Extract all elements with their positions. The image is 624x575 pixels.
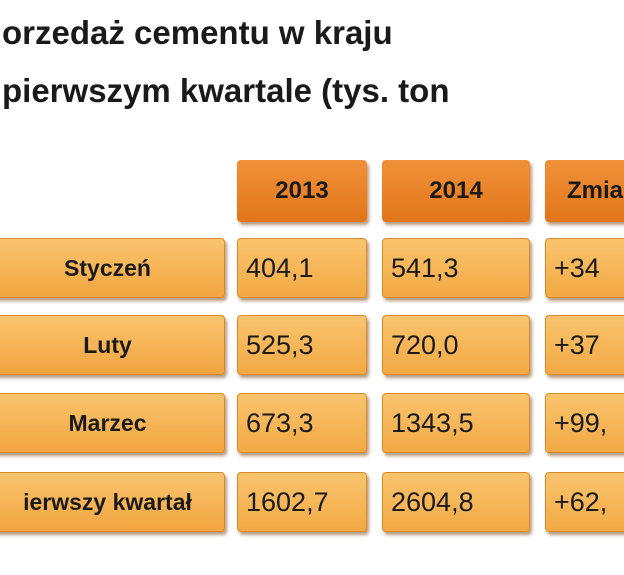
row-label: Styczeń bbox=[0, 238, 225, 298]
table-cell: 525,3 bbox=[237, 315, 367, 375]
table-cell: 404,1 bbox=[237, 238, 367, 298]
table-cell: +34 bbox=[545, 238, 624, 298]
table-cell: 541,3 bbox=[382, 238, 530, 298]
row-label: Marzec bbox=[0, 393, 225, 453]
row-label: Luty bbox=[0, 315, 225, 375]
table-cell: 1343,5 bbox=[382, 393, 530, 453]
title: pierwszym kwartale (tys. ton bbox=[2, 72, 450, 109]
column-header: 2014 bbox=[382, 160, 530, 222]
table-cell: +37 bbox=[545, 315, 624, 375]
title: orzedaż cementu w kraju bbox=[2, 14, 393, 51]
table-cell: +99, bbox=[545, 393, 624, 453]
column-header: Zmia bbox=[545, 160, 624, 222]
table-cell: 720,0 bbox=[382, 315, 530, 375]
table-cell: 673,3 bbox=[237, 393, 367, 453]
table-cell: +62, bbox=[545, 472, 624, 532]
row-label: ierwszy kwartał bbox=[0, 472, 225, 532]
table-cell: 1602,7 bbox=[237, 472, 367, 532]
column-header: 2013 bbox=[237, 160, 367, 222]
table-cell: 2604,8 bbox=[382, 472, 530, 532]
